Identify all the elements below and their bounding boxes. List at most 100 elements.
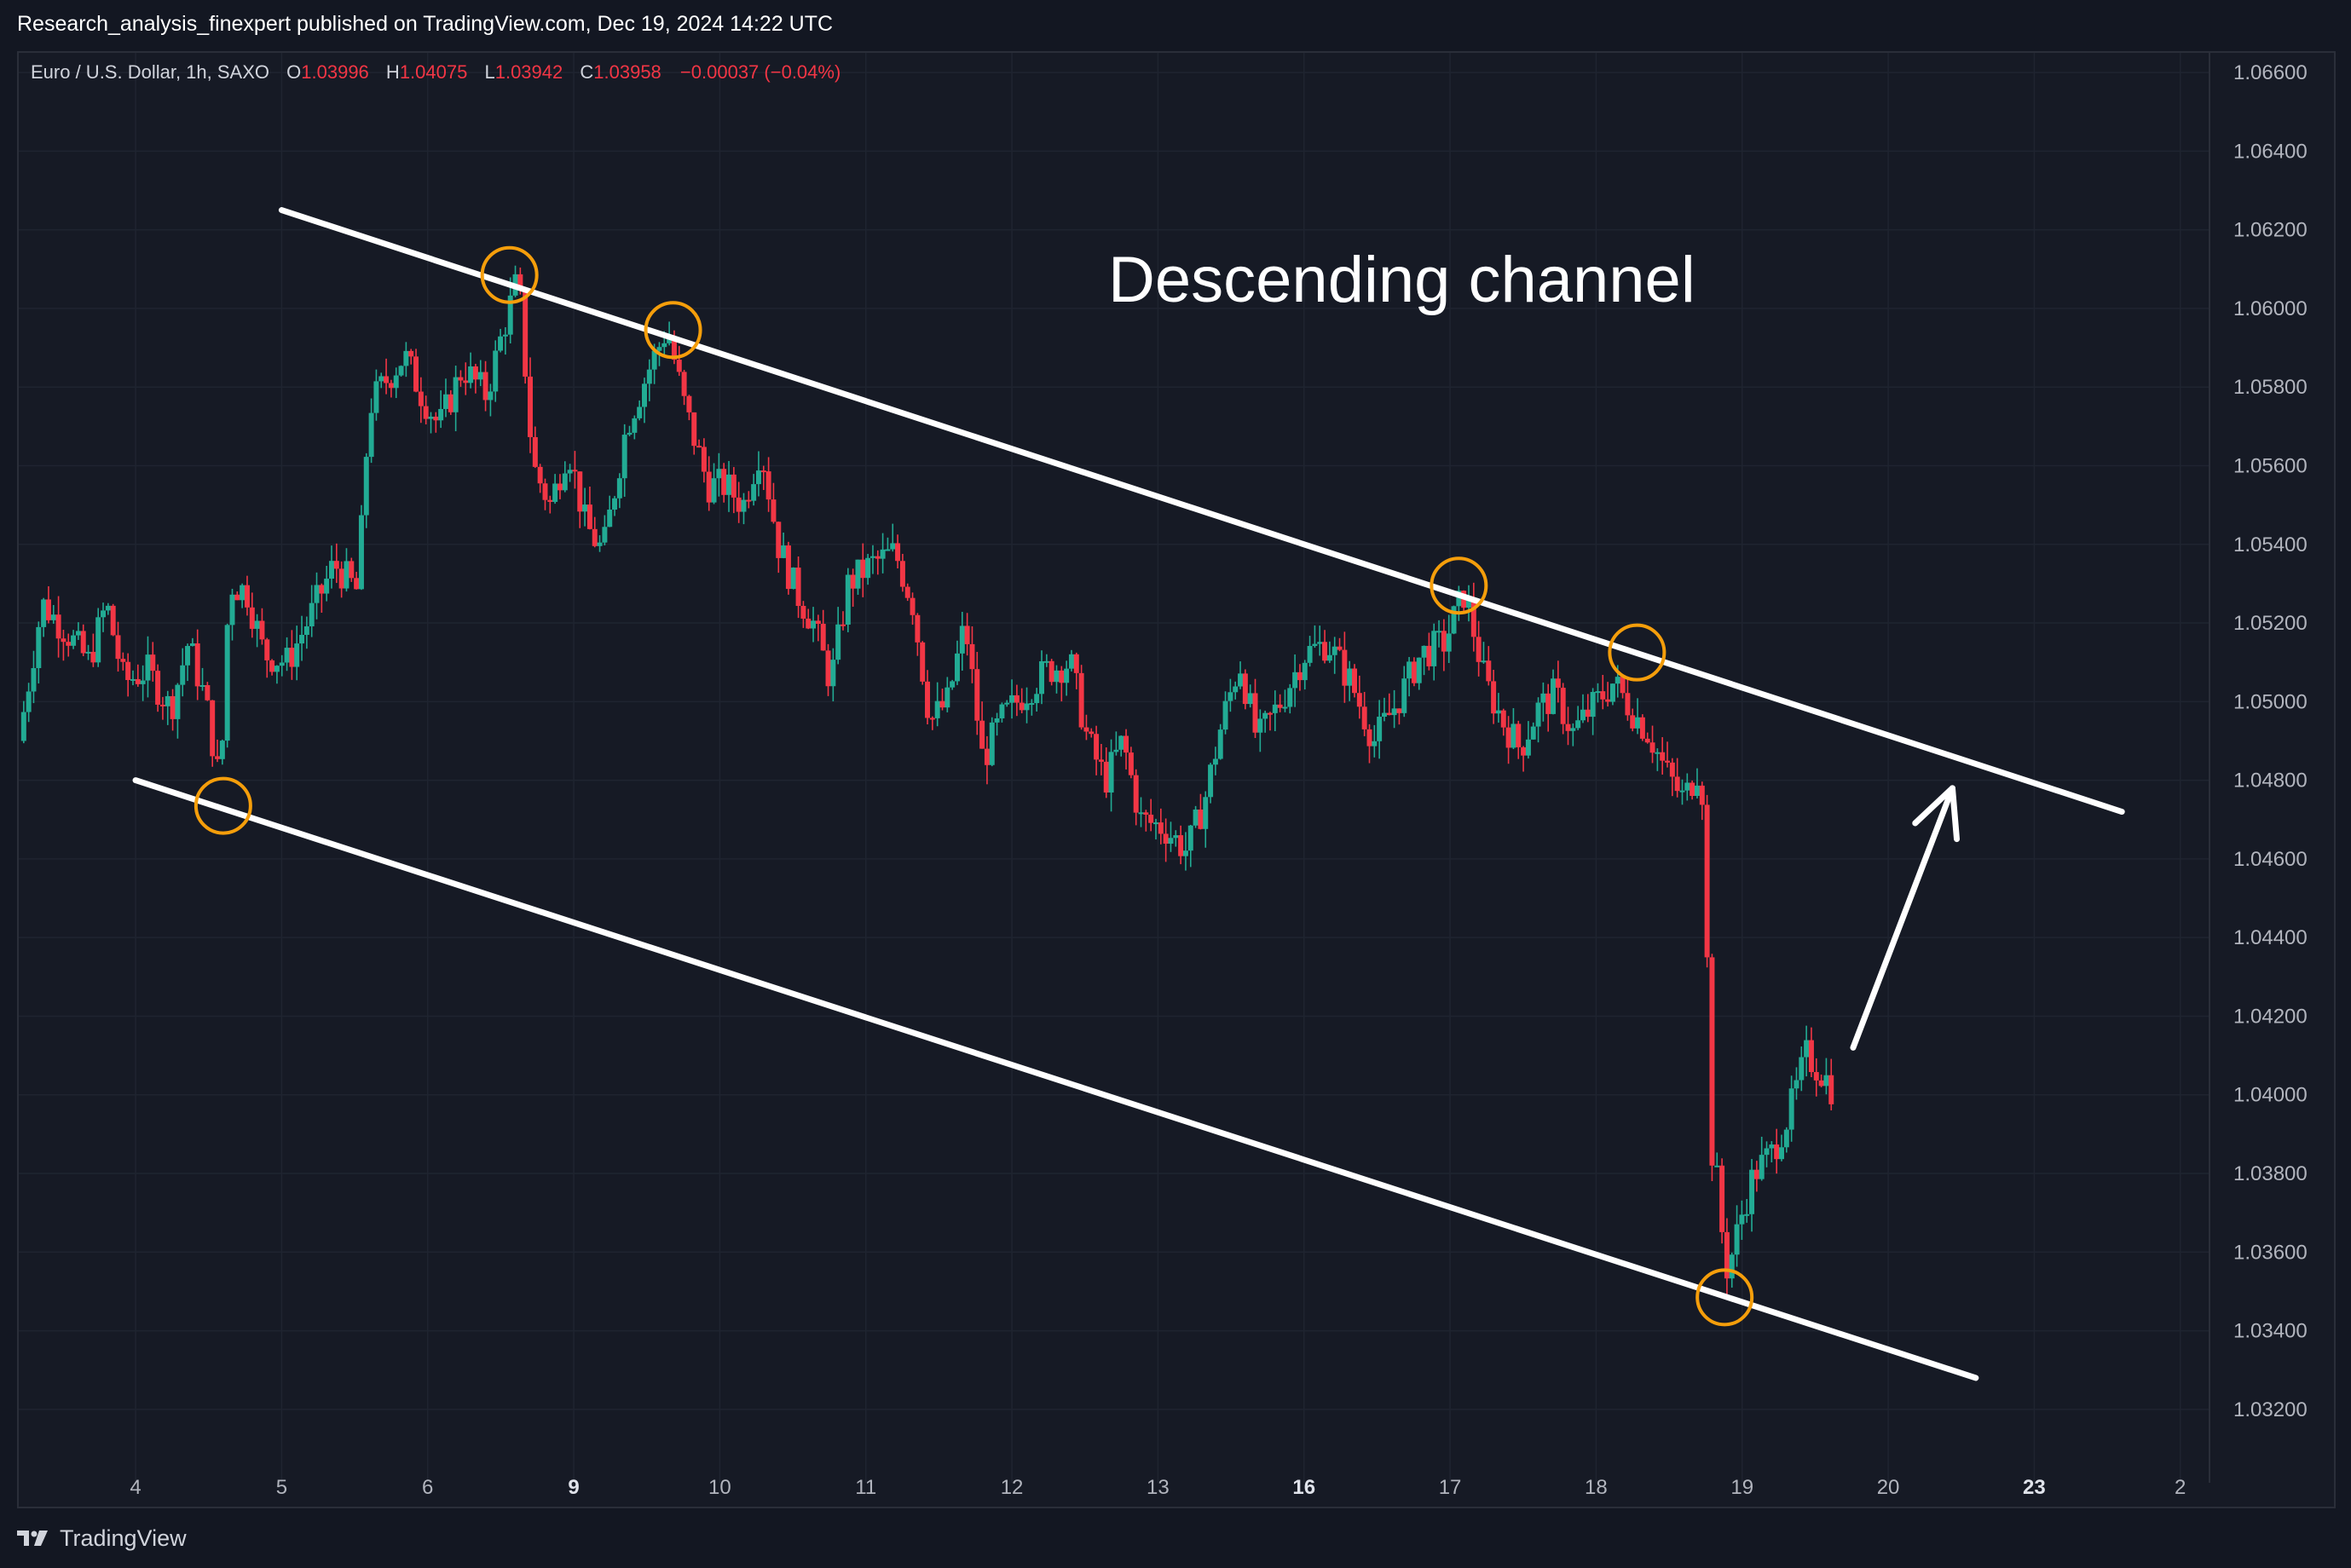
candle-body xyxy=(1714,1165,1720,1167)
candle-body xyxy=(934,700,940,718)
candle-body xyxy=(45,599,51,620)
candle-body xyxy=(244,585,250,608)
candle-body xyxy=(1193,809,1199,826)
candle-body xyxy=(1039,660,1045,695)
ohlc-legend: Euro / U.S. Dollar, 1h, SAXO O1.03996 H1… xyxy=(31,61,840,84)
candle-body xyxy=(1605,699,1611,702)
candle-body xyxy=(637,406,643,418)
candle-body xyxy=(1267,712,1273,715)
symbol-label[interactable]: Euro / U.S. Dollar, 1h, SAXO xyxy=(31,61,270,83)
candle-body xyxy=(880,549,886,559)
candle-body xyxy=(328,561,334,579)
candle-body xyxy=(408,350,414,357)
candle-body xyxy=(309,602,315,627)
candle-body xyxy=(1615,677,1620,684)
candle-body xyxy=(612,498,618,510)
close-value: 1.03958 xyxy=(593,61,661,83)
candle-body xyxy=(1009,695,1015,703)
y-tick-label: 1.03600 xyxy=(2233,1241,2308,1264)
candle-body xyxy=(215,756,221,759)
candle-body xyxy=(61,638,66,643)
x-tick-label: 17 xyxy=(1439,1476,1462,1499)
candle-body xyxy=(890,543,896,550)
candle-body xyxy=(135,678,141,684)
candle-body xyxy=(80,631,86,654)
candle-body xyxy=(482,372,488,401)
candle-body xyxy=(264,639,270,660)
candle-body xyxy=(1407,661,1412,679)
candle-body xyxy=(1297,672,1303,681)
candle-body xyxy=(1208,764,1214,798)
candle-body xyxy=(358,515,364,590)
chart-title: Descending channel xyxy=(1108,244,1695,316)
candle-body xyxy=(1709,957,1715,1166)
candle-body xyxy=(895,543,901,562)
candle-body xyxy=(1024,703,1030,711)
touch-point-marker xyxy=(1608,623,1666,682)
candle-body xyxy=(1674,776,1680,792)
candle-body xyxy=(1644,738,1650,743)
x-tick-label: 23 xyxy=(2023,1476,2046,1499)
candle-body xyxy=(433,416,439,421)
x-tick-label: 4 xyxy=(130,1476,141,1499)
candle-body xyxy=(398,366,404,376)
candle-body xyxy=(66,642,72,646)
price-axis[interactable]: 1.06600 1.06400 1.06200 1.06000 1.05800 1.056… xyxy=(2209,53,2308,1483)
candle-body xyxy=(671,338,677,360)
candle-body xyxy=(1684,782,1690,791)
candle-body xyxy=(1372,741,1378,747)
candle-body xyxy=(1535,702,1541,727)
candle-body xyxy=(1818,1080,1824,1087)
candle-body xyxy=(731,474,736,498)
candle-body xyxy=(1794,1080,1799,1089)
candle-body xyxy=(845,574,851,625)
candle-body xyxy=(1347,668,1353,686)
candle-body xyxy=(667,338,673,343)
candle-body xyxy=(1704,804,1710,958)
candle-body xyxy=(1212,758,1218,765)
candle-body xyxy=(1486,660,1492,682)
candle-body xyxy=(423,406,429,419)
candle-body xyxy=(865,557,871,579)
tradingview-footer[interactable]: TradingView xyxy=(17,1524,187,1553)
candle-body xyxy=(507,295,513,335)
candle-body xyxy=(920,642,926,682)
candle-body xyxy=(1753,1169,1759,1179)
time-axis[interactable]: 4 5 6 9 10 11 12 13 16 17 18 19 20 23 2 xyxy=(130,1476,2186,1499)
channel-upper-line xyxy=(278,207,2125,816)
candle-body xyxy=(105,605,111,611)
candle-body xyxy=(36,626,42,669)
candle-body xyxy=(373,381,379,413)
y-tick-label: 1.05600 xyxy=(2233,454,2308,477)
candle-body xyxy=(349,561,355,579)
candle-body xyxy=(205,684,211,700)
candle-body xyxy=(175,684,181,719)
candle-body xyxy=(1366,729,1372,747)
candle-body xyxy=(55,614,61,639)
low-value: 1.03942 xyxy=(494,61,563,83)
candle-body xyxy=(1118,735,1124,750)
candle-body xyxy=(959,625,965,654)
candle-body xyxy=(741,499,747,512)
open-key: O xyxy=(286,61,302,83)
candle-body xyxy=(1287,688,1293,707)
candle-body xyxy=(224,625,230,741)
candle-body xyxy=(1182,850,1188,856)
y-tick-label: 1.05200 xyxy=(2233,612,2308,635)
candle-body xyxy=(1391,708,1397,716)
candle-body xyxy=(189,643,195,647)
candle-body xyxy=(1113,749,1119,752)
candle-body xyxy=(1222,700,1228,730)
candle-body xyxy=(1342,649,1348,686)
candle-body xyxy=(1694,785,1700,796)
candle-body xyxy=(1690,782,1695,796)
candle-body xyxy=(90,651,96,663)
x-tick-label: 19 xyxy=(1730,1476,1753,1499)
candle-body xyxy=(711,478,717,503)
candle-body xyxy=(477,372,483,380)
candle-body xyxy=(1048,660,1054,683)
touch-point-marker xyxy=(1430,556,1488,615)
candle-body xyxy=(771,499,777,522)
candle-body xyxy=(159,704,165,706)
